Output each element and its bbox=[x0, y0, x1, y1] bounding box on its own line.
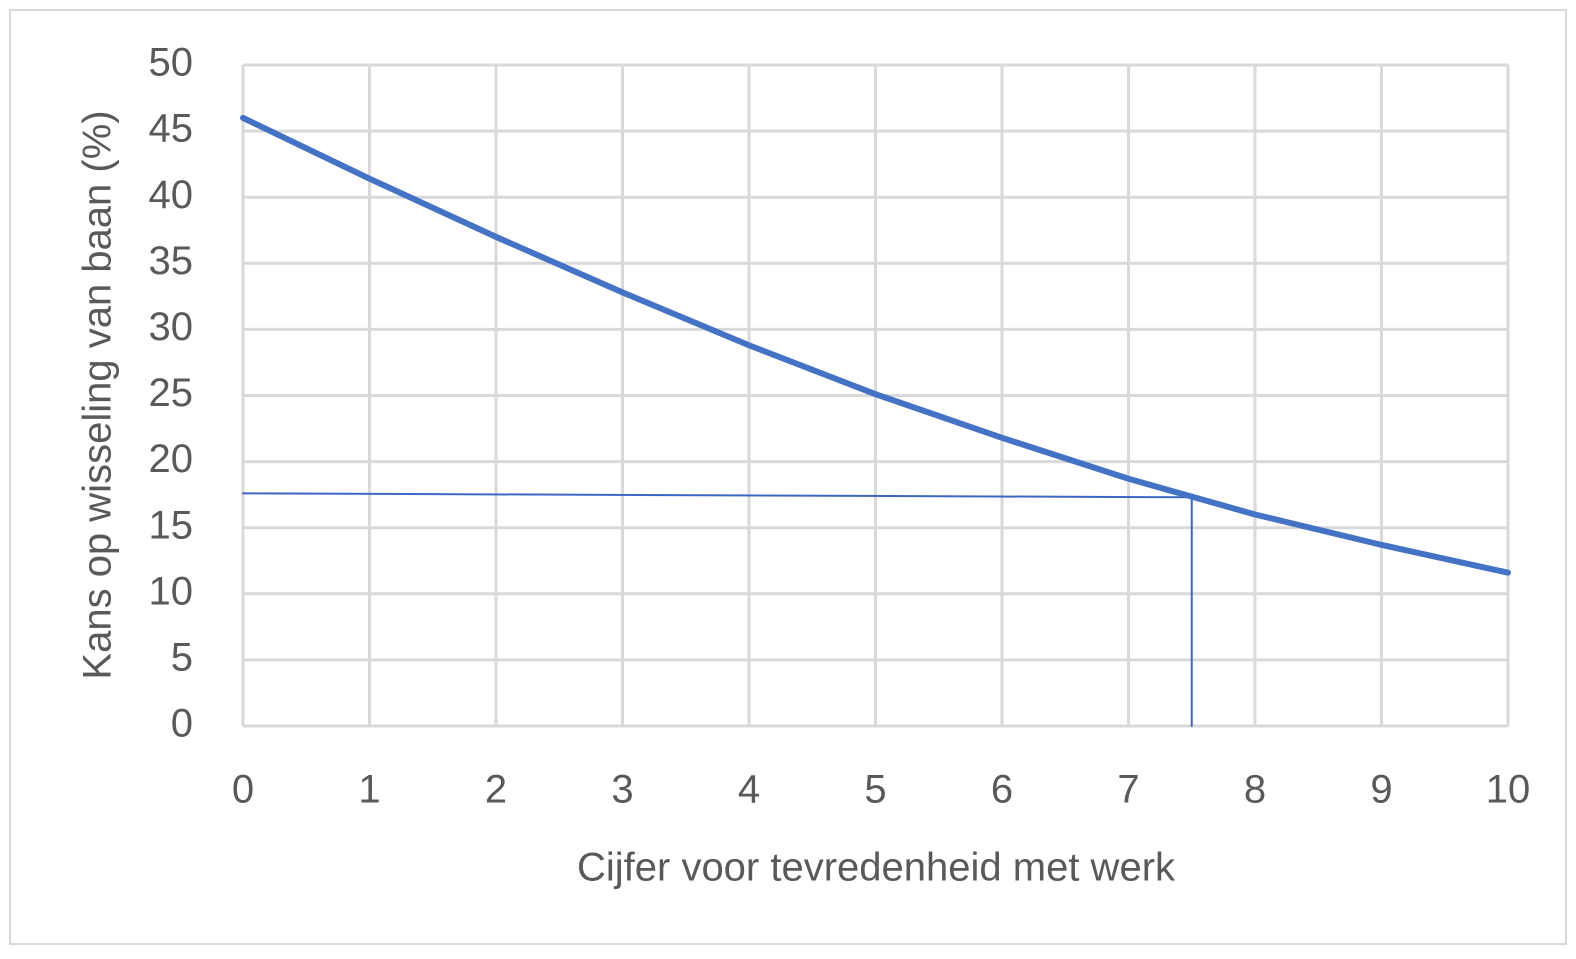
y-tick-label: 15 bbox=[149, 503, 194, 547]
y-tick-label: 35 bbox=[149, 239, 194, 283]
y-tick-label: 30 bbox=[149, 305, 194, 349]
x-tick-label: 8 bbox=[1244, 768, 1266, 812]
y-tick-label: 0 bbox=[171, 702, 193, 746]
x-tick-label: 1 bbox=[358, 768, 380, 812]
x-tick-label: 9 bbox=[1370, 768, 1392, 812]
y-tick-label: 50 bbox=[149, 41, 194, 85]
x-tick-label: 3 bbox=[611, 768, 633, 812]
x-tick-label: 0 bbox=[232, 768, 254, 812]
y-tick-label: 45 bbox=[149, 107, 194, 151]
x-tick-label: 2 bbox=[485, 768, 507, 812]
y-tick-label: 20 bbox=[149, 437, 194, 481]
y-axis-title: Kans op wisseling van baan (%) bbox=[76, 110, 120, 679]
x-tick-label: 7 bbox=[1117, 768, 1139, 812]
y-tick-label: 40 bbox=[149, 173, 194, 217]
x-tick-label: 4 bbox=[738, 768, 760, 812]
y-tick-label: 10 bbox=[149, 569, 194, 613]
x-axis-title: Cijfer voor tevredenheid met werk bbox=[577, 846, 1176, 890]
y-tick-label: 5 bbox=[171, 635, 193, 679]
x-tick-label: 6 bbox=[991, 768, 1013, 812]
x-tick-label: 10 bbox=[1486, 768, 1531, 812]
y-tick-label: 25 bbox=[149, 371, 194, 415]
chart-border bbox=[9, 9, 1567, 945]
line-series bbox=[240, 114, 1511, 576]
x-tick-label: 5 bbox=[864, 768, 886, 812]
